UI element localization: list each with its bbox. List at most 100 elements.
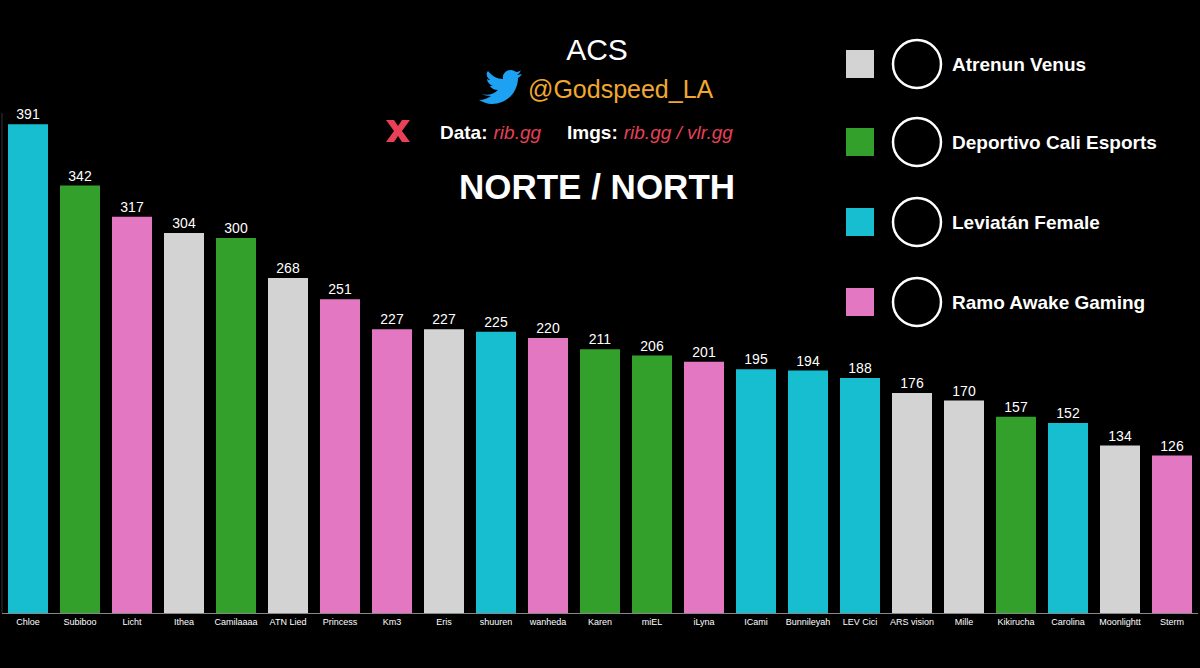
- data-label: 201: [692, 344, 716, 360]
- data-label: 126: [1160, 438, 1184, 454]
- team-logo: [893, 40, 941, 88]
- data-label: 225: [484, 314, 508, 330]
- bar: [1152, 456, 1192, 614]
- data-label: 391: [16, 106, 40, 122]
- data-label: 342: [68, 168, 92, 184]
- legend-swatch: [846, 288, 874, 316]
- data-label: 176: [900, 375, 924, 391]
- data-label: 188: [848, 360, 872, 376]
- source-note: rib.gg / vlr.gg: [624, 122, 734, 143]
- legend-swatch: [846, 128, 874, 156]
- bar: [736, 369, 776, 613]
- bar: [528, 338, 568, 613]
- x-tick-label: iLyna: [693, 617, 714, 627]
- x-tick-labels: Chloe Subiboo Licht Ithea Camilaaaa ATN Lied P…: [16, 617, 1184, 627]
- team-logo: [893, 118, 941, 166]
- data-label: 157: [1004, 399, 1028, 415]
- data-label: 170: [952, 383, 976, 399]
- vct-icon: [386, 120, 410, 142]
- data-label: 304: [172, 215, 196, 231]
- subtitle: NORTE / NORTH: [459, 167, 735, 206]
- data-label: 206: [640, 338, 664, 354]
- data-label: 268: [276, 260, 300, 276]
- data-label: 194: [796, 353, 820, 369]
- x-tick-label: wanheda: [529, 617, 567, 627]
- bar: [580, 349, 620, 613]
- x-tick-label: ATN Lied: [270, 617, 307, 627]
- bar: [632, 356, 672, 614]
- x-axis-line: [2, 613, 1198, 614]
- handle: @Godspeed_LA: [528, 75, 714, 103]
- x-tick-label: LEV Cici: [843, 617, 878, 627]
- data-label: 220: [536, 320, 560, 336]
- source-note: rib.gg: [494, 122, 542, 143]
- data-label: 152: [1056, 405, 1080, 421]
- x-tick-label: Karen: [588, 617, 612, 627]
- data-label: 317: [120, 199, 144, 215]
- x-tick-label: Camilaaaa: [214, 617, 257, 627]
- data-label: 211: [589, 331, 612, 347]
- x-tick-label: Licht: [122, 617, 142, 627]
- bar: [216, 238, 256, 613]
- bar: [1100, 446, 1140, 614]
- bar: [8, 124, 48, 613]
- bar: [892, 393, 932, 613]
- bars: [8, 124, 1192, 613]
- background: [0, 0, 1200, 668]
- bar: [268, 278, 308, 613]
- bar: [476, 332, 516, 613]
- bar: [60, 186, 100, 614]
- x-tick-label: Princess: [323, 617, 358, 627]
- x-tick-label: Kikirucha: [997, 617, 1034, 627]
- bar: [996, 417, 1036, 613]
- team-logo: [893, 198, 941, 246]
- chart-root: 304 268 227 176 170 134 342 300 211 206 157 391 225 1…: [0, 0, 1200, 668]
- bar: [112, 217, 152, 613]
- bar: [320, 299, 360, 613]
- legend-label: Ramo Awake Gaming: [952, 292, 1145, 313]
- page: {"chart_data": { "type": "bar", "title":…: [0, 0, 1200, 668]
- bar: [840, 378, 880, 613]
- x-tick-label: Subiboo: [63, 617, 96, 627]
- bar: [684, 362, 724, 613]
- legend-label: Atrenun Venus: [952, 54, 1086, 75]
- data-labels: 304 268 227 176 170 134 342 300 211 206 157 391 225 1…: [16, 106, 1184, 453]
- legend-swatch: [846, 50, 874, 78]
- bar: [944, 401, 984, 614]
- twitter-bird: [479, 70, 522, 104]
- x-tick-label: ICami: [744, 617, 768, 627]
- x-tick-label: shuuren: [480, 617, 513, 627]
- x-tick-label: Moonlightt: [1099, 617, 1141, 627]
- data-label: 251: [328, 281, 352, 297]
- twitter-icon: [479, 70, 522, 104]
- legend-label: Deportivo Cali Esports: [952, 132, 1157, 153]
- legend: Atrenun Venus Deportivo Cali Esports Levia…: [846, 40, 1157, 326]
- x-tick-label: Chloe: [16, 617, 40, 627]
- legend-swatch: [846, 208, 874, 236]
- team-logo: [893, 278, 941, 326]
- x-tick-label: Sterm: [1160, 617, 1184, 627]
- data-label: 227: [432, 311, 456, 327]
- data-label: 227: [380, 311, 404, 327]
- x-tick-label: Eris: [436, 617, 452, 627]
- source-note: Imgs:: [567, 122, 618, 143]
- bar: [1048, 423, 1088, 613]
- bar: [424, 329, 464, 613]
- bar: [164, 233, 204, 613]
- data-label: 300: [224, 220, 248, 236]
- vct-mark: [386, 120, 410, 142]
- x-tick-label: ARS vision: [890, 617, 934, 627]
- title: ACS: [566, 33, 628, 66]
- data-label: 195: [744, 351, 768, 367]
- bar: [372, 329, 412, 613]
- x-tick-label: Ithea: [174, 617, 194, 627]
- x-tick-label: Bunnileyah: [786, 617, 831, 627]
- x-tick-label: Km3: [383, 617, 402, 627]
- data-label: 134: [1108, 428, 1132, 444]
- x-tick-label: Mille: [955, 617, 974, 627]
- x-tick-label: Carolina: [1051, 617, 1085, 627]
- y-axis-line: [2, 113, 3, 613]
- bar: [788, 371, 828, 614]
- legend-label: Leviatán Female: [952, 212, 1100, 233]
- source-note: Data:: [440, 122, 488, 143]
